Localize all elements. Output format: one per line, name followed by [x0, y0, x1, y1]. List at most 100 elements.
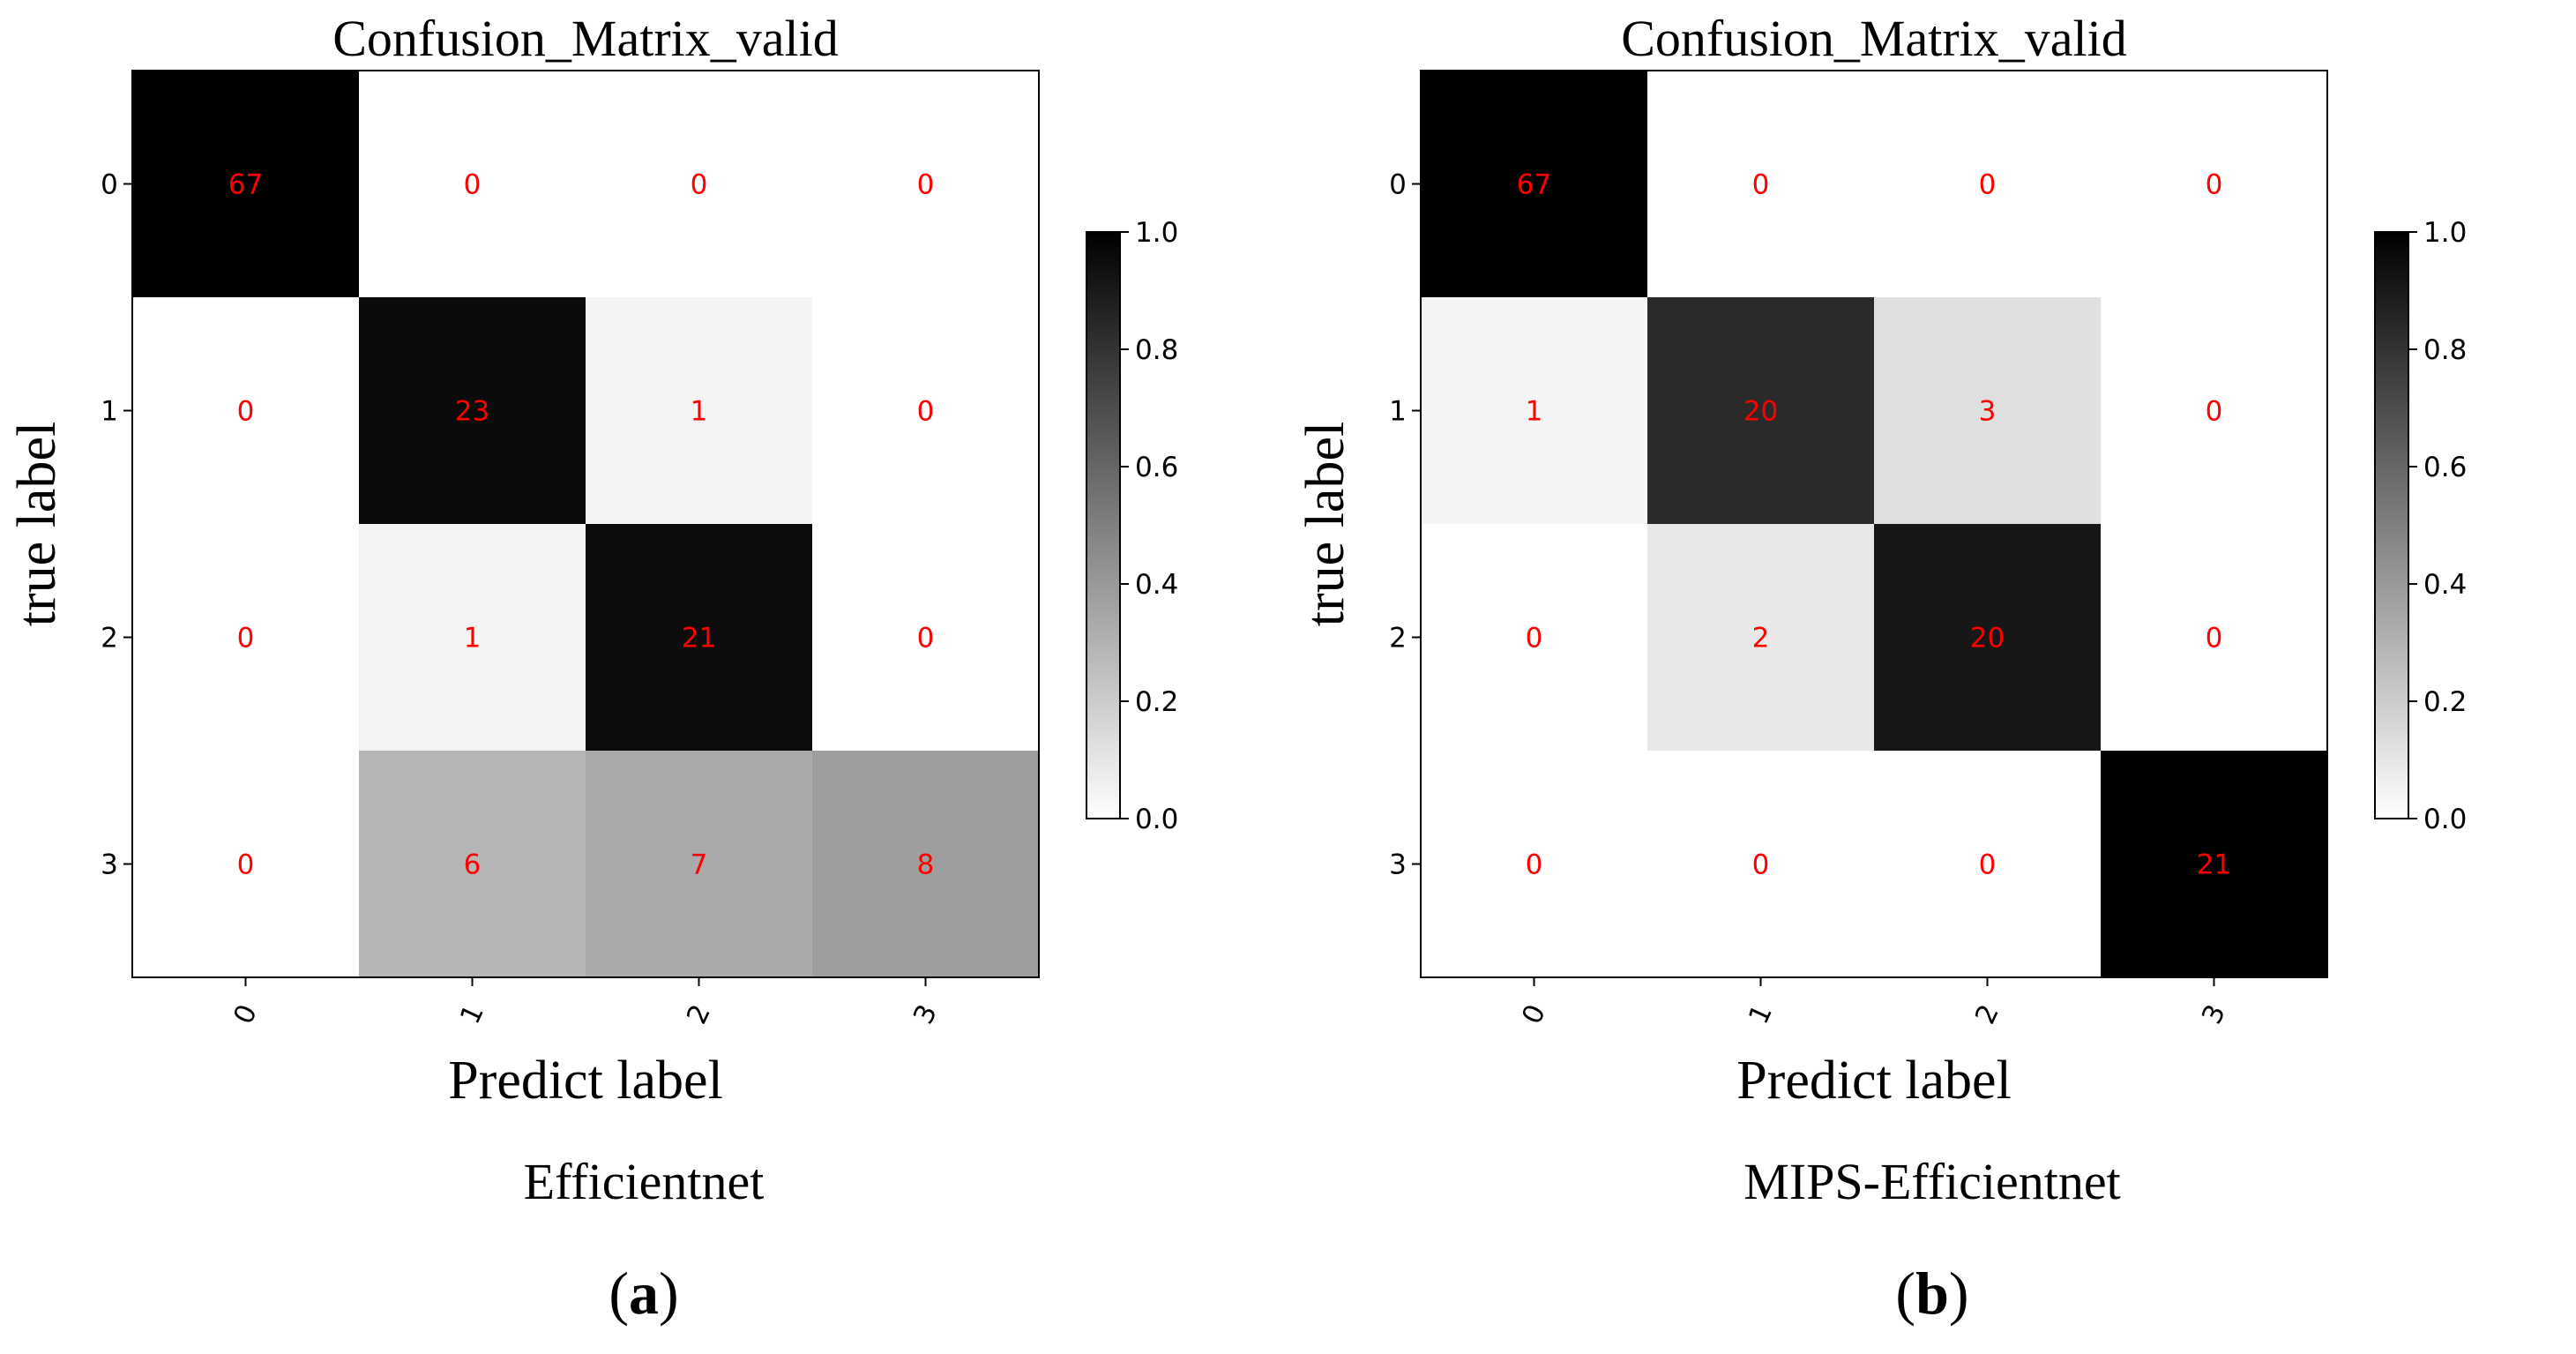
x-tick-label-b-2: 2 — [1969, 999, 2005, 1029]
panel-a: Confusion_Matrix_valid 67 0 0 0 0 23 1 0 0 1 21 0 0 6 7… — [7, 10, 1178, 1327]
cell-value-a-r2-c3: 0 — [917, 623, 935, 655]
plot-frame-a — [131, 70, 1040, 978]
y-tick-label-b-0: 0 — [1389, 169, 1407, 201]
cell-value-b-r1-c2: 3 — [1979, 396, 1997, 428]
colorbar-tick-label-a-1: 0.2 — [1135, 686, 1178, 718]
y-axis-label-b: true label — [1295, 422, 1355, 626]
cell-value-a-r1-c2: 1 — [691, 396, 708, 428]
cell-value-a-r2-c2: 21 — [682, 623, 716, 655]
chart-title-a: Confusion_Matrix_valid — [332, 10, 839, 67]
cell-value-b-r0-c0: 67 — [1517, 169, 1551, 201]
cell-value-b-r3-c2: 0 — [1979, 849, 1997, 881]
model-caption-a: Efficientnet — [523, 1153, 765, 1210]
colorbar-b — [2374, 231, 2409, 819]
cell-value-b-r2-c2: 20 — [1970, 623, 2005, 655]
panel-letter-text-b: b — [1915, 1260, 1949, 1327]
y-tick-label-b-3: 3 — [1389, 849, 1407, 881]
cell-value-b-r0-c3: 0 — [2206, 169, 2223, 201]
heatmap-cell-a-r2-c0 — [132, 524, 359, 751]
cell-value-b-r3-c1: 0 — [1752, 849, 1770, 881]
cell-value-a-r3-c1: 6 — [464, 849, 482, 881]
heatmap-cell-b-r1-c1 — [1647, 297, 1874, 524]
x-tick-label-a-1: 1 — [454, 999, 490, 1029]
heatmap-cell-a-r2-c1 — [359, 524, 586, 751]
cell-value-a-r2-c0: 0 — [237, 623, 255, 655]
colorbar-tick-label-b-0: 0.0 — [2423, 804, 2467, 835]
plot-frame-b — [1420, 70, 2328, 978]
colorbar-tick-label-b-1: 0.2 — [2423, 686, 2467, 718]
colorbar-tick-label-b-5: 1.0 — [2423, 217, 2467, 249]
cell-value-b-r3-c0: 0 — [1526, 849, 1543, 881]
cell-value-a-r1-c1: 23 — [455, 396, 489, 428]
cell-value-a-r1-c0: 0 — [237, 396, 255, 428]
heatmap-cell-b-r3-c1 — [1647, 751, 1874, 977]
x-axis-label-a: Predict label — [448, 1051, 723, 1111]
colorbar-tick-label-b-2: 0.4 — [2423, 569, 2467, 601]
cell-value-a-r0-c0: 67 — [228, 169, 263, 201]
cell-value-a-r0-c2: 0 — [691, 169, 708, 201]
heatmap-cell-a-r3-c2 — [586, 751, 812, 977]
cell-value-b-r2-c3: 0 — [2206, 623, 2223, 655]
colorbar-tick-label-b-3: 0.6 — [2423, 452, 2467, 483]
model-caption-b: MIPS-Efficientnet — [1743, 1153, 2121, 1210]
heatmap-cell-a-r1-c3 — [812, 297, 1039, 524]
heatmap-cell-b-r1-c0 — [1421, 297, 1647, 524]
heatmap-cell-b-r0-c1 — [1647, 71, 1874, 297]
panel-letter-a: (a) — [609, 1260, 679, 1327]
heatmap-cell-b-r1-c2 — [1874, 297, 2101, 524]
heatmap-cell-a-r0-c2 — [586, 71, 812, 297]
cell-value-b-r0-c2: 0 — [1979, 169, 1997, 201]
y-tick-label-a-1: 1 — [101, 396, 118, 428]
heatmap-cell-a-r1-c2 — [586, 297, 812, 524]
y-axis-label-a: true label — [7, 422, 67, 626]
heatmap-cell-a-r0-c0 — [132, 71, 359, 297]
cell-value-b-r1-c1: 20 — [1743, 396, 1778, 428]
chart-title-b: Confusion_Matrix_valid — [1621, 10, 2127, 67]
y-tick-label-a-3: 3 — [101, 849, 118, 881]
y-tick-label-a-0: 0 — [101, 169, 118, 201]
colorbar-tick-label-a-3: 0.6 — [1135, 452, 1178, 483]
cell-value-a-r1-c3: 0 — [917, 396, 935, 428]
x-axis-label-b: Predict label — [1736, 1051, 2012, 1111]
colorbar-a — [1086, 231, 1121, 819]
cell-value-b-r1-c0: 1 — [1526, 396, 1543, 428]
x-tick-label-b-3: 3 — [2196, 999, 2232, 1029]
cell-value-b-r1-c3: 0 — [2206, 396, 2223, 428]
y-tick-label-b-1: 1 — [1389, 396, 1407, 428]
y-tick-label-b-2: 2 — [1389, 623, 1407, 655]
x-tick-label-b-1: 1 — [1743, 999, 1779, 1029]
heatmap-cell-a-r0-c1 — [359, 71, 586, 297]
colorbar-tick-label-a-5: 1.0 — [1135, 217, 1178, 249]
colorbar-tick-label-b-4: 0.8 — [2423, 334, 2467, 366]
heatmap-cell-b-r2-c2 — [1874, 524, 2101, 751]
cell-value-a-r0-c3: 0 — [917, 169, 935, 201]
cell-value-a-r2-c1: 1 — [464, 623, 482, 655]
panel-letter-b: (b) — [1895, 1260, 1969, 1327]
heatmap-cell-b-r0-c0 — [1421, 71, 1647, 297]
heatmap-cell-b-r2-c3 — [2101, 524, 2327, 751]
y-tick-label-a-2: 2 — [101, 623, 118, 655]
x-tick-label-a-0: 0 — [228, 999, 264, 1029]
heatmap-cell-b-r2-c0 — [1421, 524, 1647, 751]
heatmap-cell-b-r3-c0 — [1421, 751, 1647, 977]
heatmap-cell-b-r3-c3 — [2101, 751, 2327, 977]
cell-value-b-r2-c1: 2 — [1752, 623, 1770, 655]
heatmap-cells-b — [1421, 71, 2327, 977]
heatmap-cell-a-r2-c2 — [586, 524, 812, 751]
heatmap-cell-b-r0-c3 — [2101, 71, 2327, 297]
colorbar-tick-label-a-4: 0.8 — [1135, 334, 1178, 366]
heatmap-cell-a-r3-c3 — [812, 751, 1039, 977]
heatmap-cells-a — [132, 71, 1039, 977]
heatmap-cell-a-r1-c1 — [359, 297, 586, 524]
cell-value-b-r3-c3: 21 — [2197, 849, 2231, 881]
panel-letter-text-a: a — [629, 1260, 659, 1327]
cell-value-b-r0-c1: 0 — [1752, 169, 1770, 201]
heatmap-cell-a-r2-c3 — [812, 524, 1039, 751]
heatmap-cell-a-r3-c0 — [132, 751, 359, 977]
heatmap-cell-b-r2-c1 — [1647, 524, 1874, 751]
panel-b: Confusion_Matrix_valid 67 0 0 0 1 20 3 0 0 2 20 0 0 0 0… — [1288, 0, 2576, 1354]
heatmap-cell-b-r0-c2 — [1874, 71, 2101, 297]
cell-value-a-r0-c1: 0 — [464, 169, 482, 201]
